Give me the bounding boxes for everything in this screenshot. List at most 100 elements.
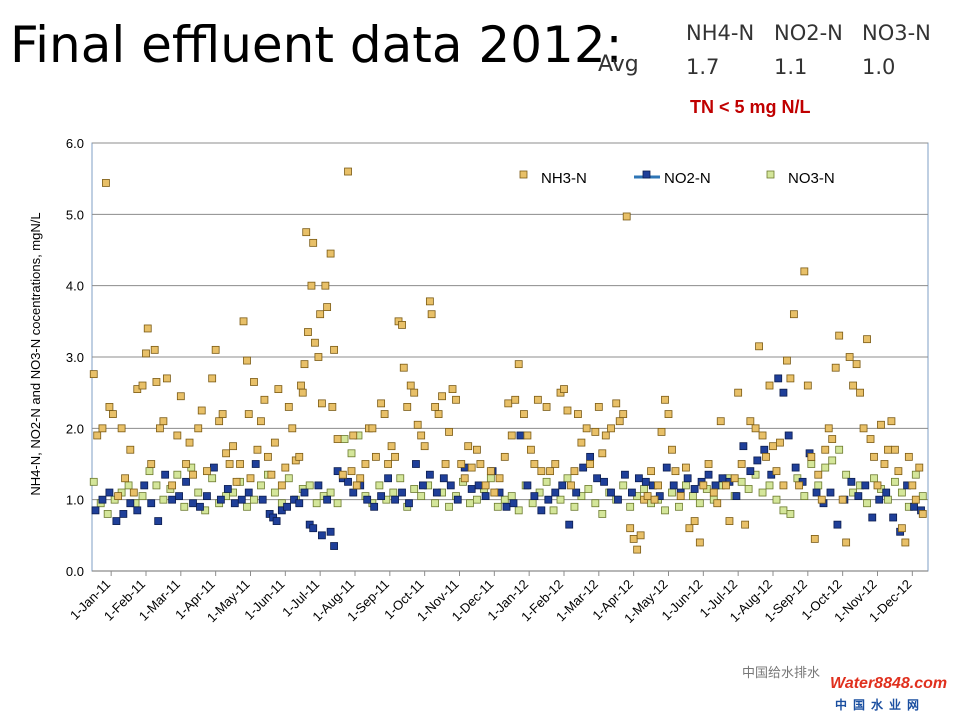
point-no3-n [173, 470, 182, 479]
point-no3-n [675, 502, 683, 511]
point-no3-n [772, 495, 781, 504]
point-nh3-n [852, 360, 861, 369]
point-nh3-n [671, 467, 680, 476]
point-no2-n [147, 499, 156, 508]
point-nh3-n [504, 399, 513, 408]
point-no3-n [493, 502, 502, 511]
watermark-text: 中国给水排水 [742, 666, 821, 681]
point-no3-n [431, 499, 440, 508]
point-nh3-n [704, 460, 713, 468]
point-no2-n [600, 477, 608, 486]
point-no2-n [140, 481, 149, 490]
point-nh3-n [441, 460, 450, 468]
point-nh3-n [481, 481, 490, 490]
point-nh3-n [173, 431, 182, 440]
point-no3-n [821, 463, 830, 472]
point-nh3-n [904, 452, 913, 461]
point-nh3-n [664, 410, 673, 418]
point-nh3-n [591, 427, 600, 436]
point-nh3-n [314, 353, 323, 361]
point-no3-n [138, 492, 147, 501]
point-no3-n [918, 492, 927, 501]
point-nh3-n [406, 381, 415, 390]
point-nh3-n [264, 452, 272, 461]
point-nh3-n [323, 303, 332, 311]
point-no3-n [863, 499, 871, 508]
point-nh3-n [769, 442, 777, 451]
point-nh3-n [243, 356, 251, 365]
point-nh3-n [117, 424, 126, 433]
point-no2-n [196, 502, 204, 511]
point-no2-n [182, 477, 190, 486]
point-nh3-n [274, 385, 283, 394]
point-nh3-n [417, 431, 426, 440]
point-no2-n [168, 495, 177, 504]
point-nh3-n [298, 388, 307, 397]
point-no3-n [828, 456, 837, 465]
point-nh3-n [817, 495, 826, 504]
point-nh3-n [873, 481, 882, 490]
point-nh3-n [870, 452, 878, 461]
point-no2-n [419, 481, 427, 490]
point-nh3-n [685, 524, 694, 533]
point-nh3-n [295, 452, 304, 461]
point-nh3-n [189, 470, 197, 479]
point-no2-n [446, 481, 455, 490]
point-nh3-n [887, 417, 896, 426]
average-value-nh4: 1.7 [686, 55, 720, 79]
point-nh3-n [894, 467, 903, 476]
point-no2-n [847, 477, 856, 486]
point-no2-n [251, 460, 260, 468]
point-no2-n [230, 499, 239, 508]
point-nh3-n [257, 417, 265, 426]
point-no3-n [473, 495, 481, 504]
point-nh3-n [762, 452, 770, 461]
point-nh3-n [460, 474, 469, 483]
point-nh3-n [730, 474, 739, 483]
point-no3-n [250, 495, 258, 504]
point-no3-n [549, 506, 558, 515]
point-nh3-n [880, 460, 889, 468]
point-nh3-n [102, 179, 110, 187]
point-nh3-n [281, 463, 290, 472]
point-nh3-n [162, 374, 171, 383]
point-no3-n [584, 485, 593, 493]
point-no3-n [786, 510, 795, 518]
logo-text: Water8848.com [830, 675, 948, 692]
point-nh3-n [194, 424, 203, 433]
point-no3-n [661, 506, 669, 515]
average-header-no2: NO2-N [774, 21, 843, 45]
point-no3-n [626, 502, 635, 511]
point-no2-n [323, 495, 332, 504]
point-nh3-n [891, 445, 899, 454]
point-nh3-n [629, 535, 638, 543]
y-tick-label: 2.0 [66, 421, 84, 436]
point-nh3-n [126, 445, 135, 454]
point-nh3-n [560, 385, 568, 394]
point-no3-n [180, 502, 189, 511]
y-tick-label: 4.0 [66, 279, 84, 294]
point-no2-n [425, 470, 434, 479]
point-no2-n [244, 488, 253, 497]
point-nh3-n [371, 452, 380, 461]
average-value-no3: 1.0 [862, 55, 896, 79]
point-nh3-n [211, 345, 220, 354]
point-nh3-n [647, 467, 655, 476]
point-no2-n [641, 477, 650, 486]
point-nh3-n [138, 381, 147, 390]
point-no2-n [133, 506, 142, 515]
point-nh3-n [765, 381, 774, 390]
point-nh3-n [338, 470, 347, 479]
point-no2-n [175, 492, 183, 501]
point-nh3-n [473, 445, 481, 454]
point-nh3-n [304, 328, 312, 336]
point-no2-n [317, 531, 326, 540]
point-nh3-n [452, 395, 460, 404]
point-no3-n [410, 485, 419, 493]
data-points [89, 167, 927, 554]
point-nh3-n [500, 452, 509, 461]
point-no3-n [682, 481, 690, 490]
point-no3-n [556, 495, 565, 504]
point-nh3-n [831, 363, 840, 372]
avg-label: Avg [598, 52, 639, 77]
